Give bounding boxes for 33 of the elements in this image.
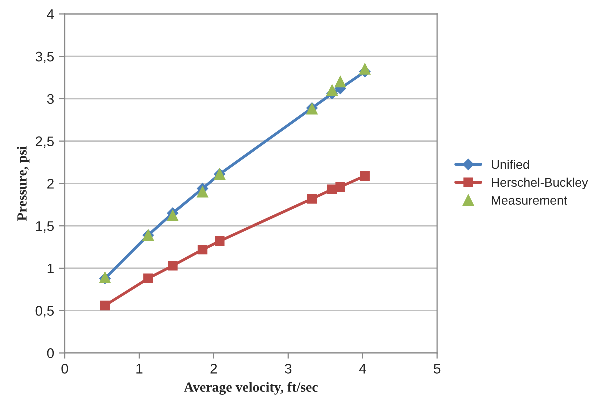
point (197, 186, 208, 198)
legend-label: Measurement (492, 196, 568, 205)
point (168, 261, 178, 271)
legend-label: Unified (492, 160, 530, 170)
point (198, 244, 208, 255)
y-axis-title: Pressure, psi (17, 146, 30, 222)
y-tick-label: 2 (48, 179, 54, 189)
x-axis-title: Average velocity, ft/sec (184, 382, 318, 395)
point (144, 274, 154, 284)
x-tick-label: 0 (62, 364, 68, 374)
x-tick-label: 5 (434, 364, 441, 374)
point (215, 236, 225, 246)
point (326, 84, 338, 96)
y-tick-label: 3,5 (36, 52, 54, 64)
y-tick-label: 0,5 (36, 306, 54, 318)
point (100, 300, 110, 311)
x-tick-label: 4 (359, 364, 366, 374)
point (334, 76, 346, 88)
y-tick-label: 2,5 (36, 136, 54, 148)
y-tick-label: 1 (48, 264, 54, 274)
x-tick-label: 1 (136, 364, 143, 374)
y-tick-label: 1,5 (36, 222, 54, 233)
y-tick-label: 4 (47, 10, 54, 20)
y-tick-label: 0 (47, 348, 54, 358)
x-tick-label: 3 (285, 364, 292, 374)
point (336, 182, 346, 192)
legend-label: Herschel-Buckley (492, 178, 588, 190)
y-tick-label: 3 (47, 94, 54, 104)
x-tick-label: 2 (210, 364, 218, 374)
point (360, 64, 371, 75)
point (167, 210, 179, 222)
point (307, 194, 318, 204)
point (360, 171, 370, 181)
